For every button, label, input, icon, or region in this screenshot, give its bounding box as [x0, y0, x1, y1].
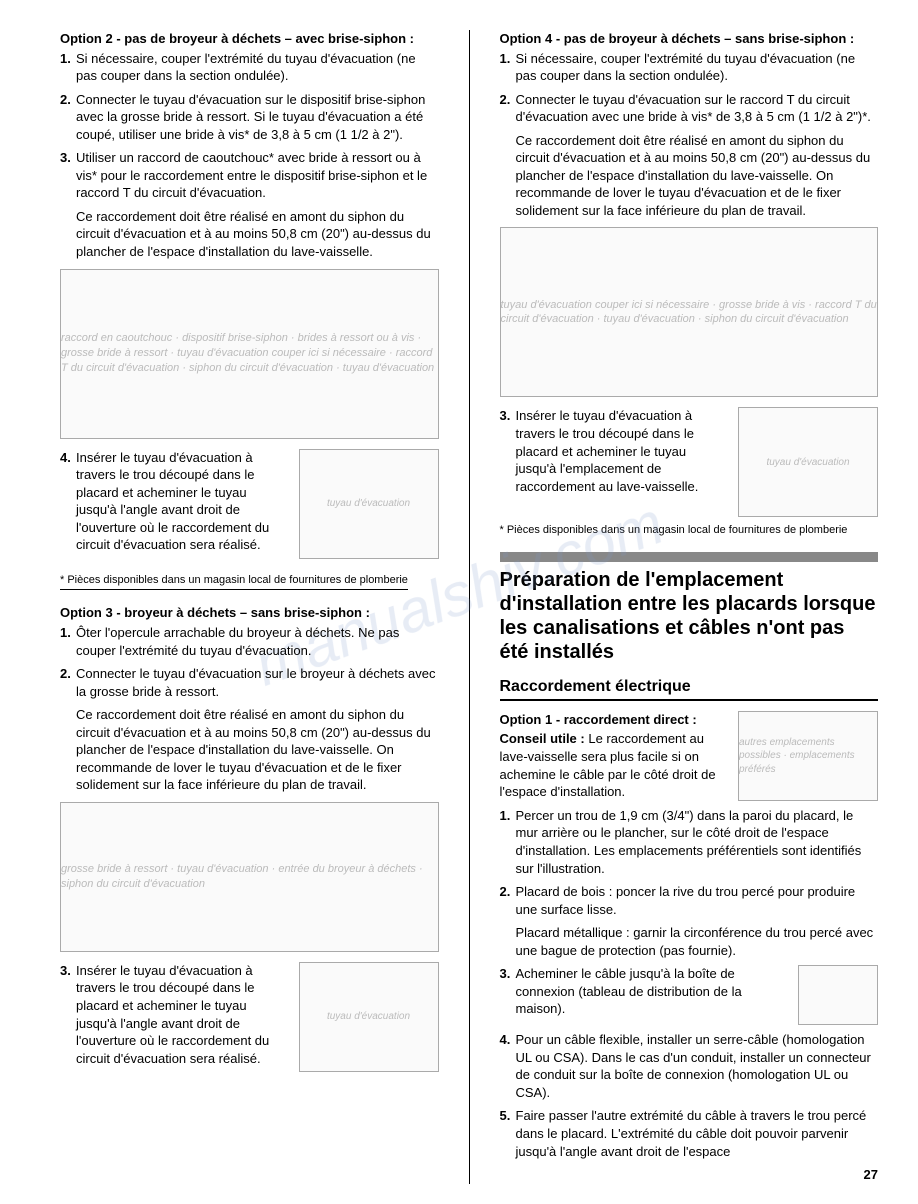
page-number: 27 [500, 1166, 879, 1184]
list-item: 2.Connecter le tuyau d'évacuation sur le… [500, 91, 879, 126]
option3-step3: 3.Insérer le tuyau d'évacuation à traver… [60, 962, 439, 1072]
step3-figure: tuyau d'évacuation [738, 407, 878, 517]
option4-footnote: * Pièces disponibles dans un magasin loc… [500, 523, 879, 538]
list-item: 5.Faire passer l'autre extrémité du câbl… [500, 1107, 879, 1160]
option3-list: 1.Ôter l'opercule arrachable du broyeur … [60, 624, 439, 700]
list-item: 3. Acheminer le câble jusqu'à la boîte d… [500, 965, 879, 1025]
option4-list: 1.Si nécessaire, couper l'extrémité du t… [500, 50, 879, 126]
list-item: 1.Percer un trou de 1,9 cm (3/4") dans l… [500, 807, 879, 877]
item-text: Placard de bois : poncer la rive du trou… [516, 884, 856, 917]
item-text: Connecter le tuyau d'évacuation sur le r… [516, 92, 871, 125]
option2-step4: 4.Insérer le tuyau d'évacuation à traver… [60, 449, 439, 559]
step-text: Insérer le tuyau d'évacuation à travers … [76, 450, 269, 553]
elec-option1-title: Option 1 - raccordement direct : [500, 711, 729, 729]
elec-option1-header: Option 1 - raccordement direct : Conseil… [500, 711, 879, 801]
step3-figure: tuyau d'évacuation [299, 962, 439, 1072]
item-text: Si nécessaire, couper l'extrémité du tuy… [516, 51, 856, 84]
list-item: 1.Si nécessaire, couper l'extrémité du t… [500, 50, 879, 85]
item-text: Percer un trou de 1,9 cm (3/4") dans la … [516, 808, 862, 876]
step3-mini-figure [798, 965, 878, 1025]
option4-para: Ce raccordement doit être réalisé en amo… [516, 132, 879, 220]
subsection-title: Raccordement électrique [500, 676, 879, 701]
step-text: Insérer le tuyau d'évacuation à travers … [76, 963, 269, 1066]
item-text: Utiliser un raccord de caoutchouc* avec … [76, 150, 427, 200]
section-title: Préparation de l'emplacement d'installat… [500, 568, 879, 664]
list-item: 2.Placard de bois : poncer la rive du tr… [500, 883, 879, 959]
step4-figure: tuyau d'évacuation [299, 449, 439, 559]
step-text: Insérer le tuyau d'évacuation à travers … [516, 408, 699, 493]
list-item: 2.Connecter le tuyau d'évacuation sur le… [60, 91, 439, 144]
right-column: Option 4 - pas de broyeur à déchets – sa… [500, 30, 879, 1184]
elec-steps: 1.Percer un trou de 1,9 cm (3/4") dans l… [500, 807, 879, 1160]
option2-para: Ce raccordement doit être réalisé en amo… [76, 208, 439, 261]
list-item: 3.Utiliser un raccord de caoutchouc* ave… [60, 149, 439, 202]
option2-list: 1.Si nécessaire, couper l'extrémité du t… [60, 50, 439, 202]
option2-footnote: * Pièces disponibles dans un magasin loc… [60, 573, 408, 591]
item-text: Acheminer le câble jusqu'à la boîte de c… [516, 965, 791, 1025]
section-divider-bar [500, 552, 879, 562]
item-text: Ôter l'opercule arrachable du broyeur à … [76, 625, 399, 658]
option4-step3: 3.Insérer le tuyau d'évacuation à traver… [500, 407, 879, 517]
item2-extra: Placard métallique : garnir la circonfér… [516, 924, 879, 959]
column-divider [469, 30, 470, 1184]
left-column: Option 2 - pas de broyeur à déchets – av… [40, 30, 439, 1184]
list-item: 2.Connecter le tuyau d'évacuation sur le… [60, 665, 439, 700]
list-item: 1.Si nécessaire, couper l'extrémité du t… [60, 50, 439, 85]
item-text: Si nécessaire, couper l'extrémité du tuy… [76, 51, 416, 84]
option4-title: Option 4 - pas de broyeur à déchets – sa… [500, 30, 879, 48]
option3-diagram: grosse bride à ressort · tuyau d'évacuat… [60, 802, 439, 952]
option2-title: Option 2 - pas de broyeur à déchets – av… [60, 30, 439, 48]
option2-diagram: raccord en caoutchouc · dispositif brise… [60, 269, 439, 439]
option3-para: Ce raccordement doit être réalisé en amo… [76, 706, 439, 794]
list-item: 1.Ôter l'opercule arrachable du broyeur … [60, 624, 439, 659]
item-text: Connecter le tuyau d'évacuation sur le b… [76, 666, 435, 699]
option3-title: Option 3 - broyeur à déchets – sans bris… [60, 604, 439, 622]
list-item: 4.Pour un câble flexible, installer un s… [500, 1031, 879, 1101]
tip-label: Conseil utile : [500, 731, 589, 746]
elec-location-figure: autres emplacements possibles · emplacem… [738, 711, 878, 801]
item-text: Connecter le tuyau d'évacuation sur le d… [76, 92, 425, 142]
page-columns: Option 2 - pas de broyeur à déchets – av… [40, 30, 878, 1184]
item-text: Pour un câble flexible, installer un ser… [516, 1032, 871, 1100]
item-text: Faire passer l'autre extrémité du câble … [516, 1108, 867, 1158]
option4-diagram: tuyau d'évacuation couper ici si nécessa… [500, 227, 879, 397]
elec-tip: Conseil utile : Le raccordement au lave-… [500, 730, 729, 800]
